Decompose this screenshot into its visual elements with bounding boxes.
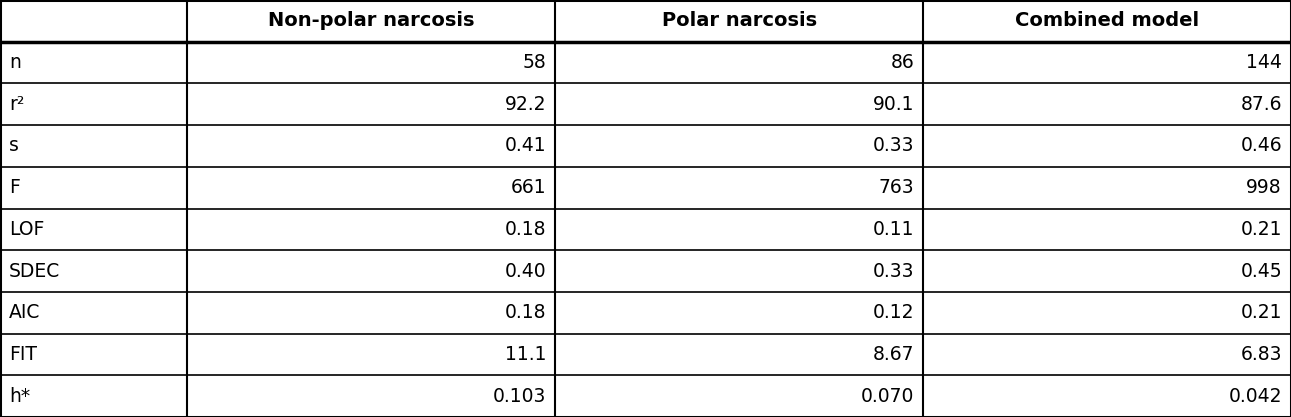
Text: 6.83: 6.83 [1241,345,1282,364]
Text: 144: 144 [1246,53,1282,72]
Text: 8.67: 8.67 [873,345,914,364]
Bar [187,375,555,417]
Text: FIT: FIT [9,345,37,364]
Text: 0.41: 0.41 [505,136,546,156]
Text: 0.21: 0.21 [1241,220,1282,239]
Bar [923,250,1291,292]
Text: Polar narcosis: Polar narcosis [661,11,817,30]
Bar [0,83,187,125]
Text: 0.21: 0.21 [1241,303,1282,322]
Bar [923,208,1291,250]
Text: 86: 86 [891,53,914,72]
Bar [923,83,1291,125]
Text: 87.6: 87.6 [1241,95,1282,114]
Bar [923,0,1291,42]
Text: 0.11: 0.11 [873,220,914,239]
Bar [187,125,555,167]
Text: 0.40: 0.40 [505,261,546,281]
Bar [555,83,923,125]
Text: 0.33: 0.33 [873,261,914,281]
Text: 0.070: 0.070 [861,387,914,406]
Text: h*: h* [9,387,30,406]
Bar [0,125,187,167]
Bar [0,250,187,292]
Bar [187,250,555,292]
Bar [555,42,923,83]
Text: SDEC: SDEC [9,261,61,281]
Bar [555,292,923,334]
Text: F: F [9,178,19,197]
Text: 0.46: 0.46 [1241,136,1282,156]
Bar [923,42,1291,83]
Bar [555,250,923,292]
Bar [187,0,555,42]
Bar [0,0,187,42]
Text: n: n [9,53,21,72]
Text: 661: 661 [510,178,546,197]
Text: 92.2: 92.2 [505,95,546,114]
Bar [187,167,555,208]
Bar [0,42,187,83]
Text: 0.103: 0.103 [493,387,546,406]
Bar [187,208,555,250]
Bar [187,334,555,375]
Bar [555,0,923,42]
Bar [0,334,187,375]
Text: r²: r² [9,95,25,114]
Text: 0.33: 0.33 [873,136,914,156]
Text: 763: 763 [878,178,914,197]
Bar [555,167,923,208]
Bar [923,375,1291,417]
Text: LOF: LOF [9,220,44,239]
Text: 0.042: 0.042 [1229,387,1282,406]
Bar [0,292,187,334]
Bar [0,167,187,208]
Bar [0,375,187,417]
Bar [555,375,923,417]
Text: 998: 998 [1246,178,1282,197]
Bar [923,292,1291,334]
Text: 90.1: 90.1 [873,95,914,114]
Bar [0,208,187,250]
Text: s: s [9,136,19,156]
Bar [187,42,555,83]
Text: 0.45: 0.45 [1241,261,1282,281]
Bar [187,292,555,334]
Text: 58: 58 [523,53,546,72]
Bar [555,125,923,167]
Text: 0.12: 0.12 [873,303,914,322]
Bar [923,167,1291,208]
Text: AIC: AIC [9,303,40,322]
Text: 0.18: 0.18 [505,220,546,239]
Bar [555,334,923,375]
Text: 11.1: 11.1 [505,345,546,364]
Bar [555,208,923,250]
Bar [923,334,1291,375]
Text: 0.18: 0.18 [505,303,546,322]
Bar [923,125,1291,167]
Text: Non-polar narcosis: Non-polar narcosis [269,11,474,30]
Text: Combined model: Combined model [1015,11,1199,30]
Bar [187,83,555,125]
